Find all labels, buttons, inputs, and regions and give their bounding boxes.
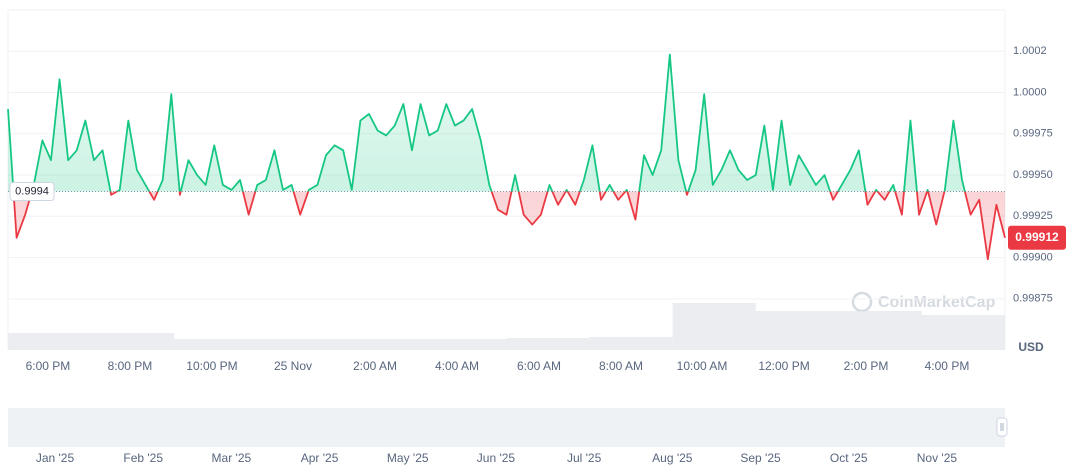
last-price-label: 0.99912 xyxy=(1015,230,1059,244)
navigator-handle[interactable] xyxy=(996,417,1008,437)
navigator-label: May '25 xyxy=(387,451,429,465)
navigator-label: Oct '25 xyxy=(830,451,868,465)
volume-bar xyxy=(257,339,341,350)
y-tick-label: 0.99950 xyxy=(1013,169,1053,181)
y-tick-label: 1.0000 xyxy=(1013,86,1047,98)
navigator-label: Sep '25 xyxy=(740,451,781,465)
volume-bar xyxy=(423,339,507,350)
volume-bar xyxy=(838,311,922,350)
navigator-label: Mar '25 xyxy=(212,451,252,465)
volume-bar xyxy=(91,333,175,350)
y-tick-label: 0.99925 xyxy=(1013,210,1053,222)
y-axis-unit: USD xyxy=(1018,340,1044,354)
navigator-label: Feb '25 xyxy=(123,451,163,465)
watermark: CoinMarketCap xyxy=(851,291,996,313)
y-tick-label: 0.99900 xyxy=(1013,251,1053,263)
x-tick-label: 8:00 AM xyxy=(599,359,643,373)
volume-bar xyxy=(340,339,424,350)
volume-bar xyxy=(589,337,673,350)
navigator-label: Aug '25 xyxy=(652,451,693,465)
volume-bar xyxy=(174,339,258,350)
x-tick-label: 8:00 PM xyxy=(108,359,153,373)
watermark-logo xyxy=(851,291,873,313)
baseline-label: 0.9994 xyxy=(15,185,49,197)
navigator-label: Nov '25 xyxy=(917,451,958,465)
price-line xyxy=(7,53,1006,261)
volume-bar xyxy=(921,315,1005,350)
navigator-label: Jul '25 xyxy=(567,451,602,465)
navigator-label: Jun '25 xyxy=(477,451,516,465)
y-tick-label: 0.99975 xyxy=(1013,128,1053,140)
x-tick-label: 2:00 AM xyxy=(353,359,397,373)
y-tick-label: 0.99875 xyxy=(1013,293,1053,305)
volume-bar xyxy=(506,338,590,350)
volume-bar xyxy=(8,333,92,350)
x-tick-label: 10:00 PM xyxy=(186,359,237,373)
navigator-label: Apr '25 xyxy=(301,451,339,465)
x-tick-label: 6:00 AM xyxy=(517,359,561,373)
x-tick-label: 6:00 PM xyxy=(26,359,71,373)
x-tick-label: 12:00 PM xyxy=(758,359,809,373)
x-tick-label: 10:00 AM xyxy=(677,359,728,373)
y-tick-label: 1.0002 xyxy=(1013,45,1047,57)
x-tick-label: 25 Nov xyxy=(274,359,312,373)
baseline-tag xyxy=(9,182,55,202)
navigator-label: Jan '25 xyxy=(36,451,75,465)
x-tick-label: 2:00 PM xyxy=(844,359,889,373)
navigator-track[interactable] xyxy=(8,408,1005,447)
x-tick-label: 4:00 PM xyxy=(925,359,970,373)
volume-bar xyxy=(755,311,839,350)
watermark-text: CoinMarketCap xyxy=(878,294,996,311)
last-price-tag xyxy=(1008,225,1066,250)
volume-bar xyxy=(672,303,756,350)
x-tick-label: 4:00 AM xyxy=(435,359,479,373)
